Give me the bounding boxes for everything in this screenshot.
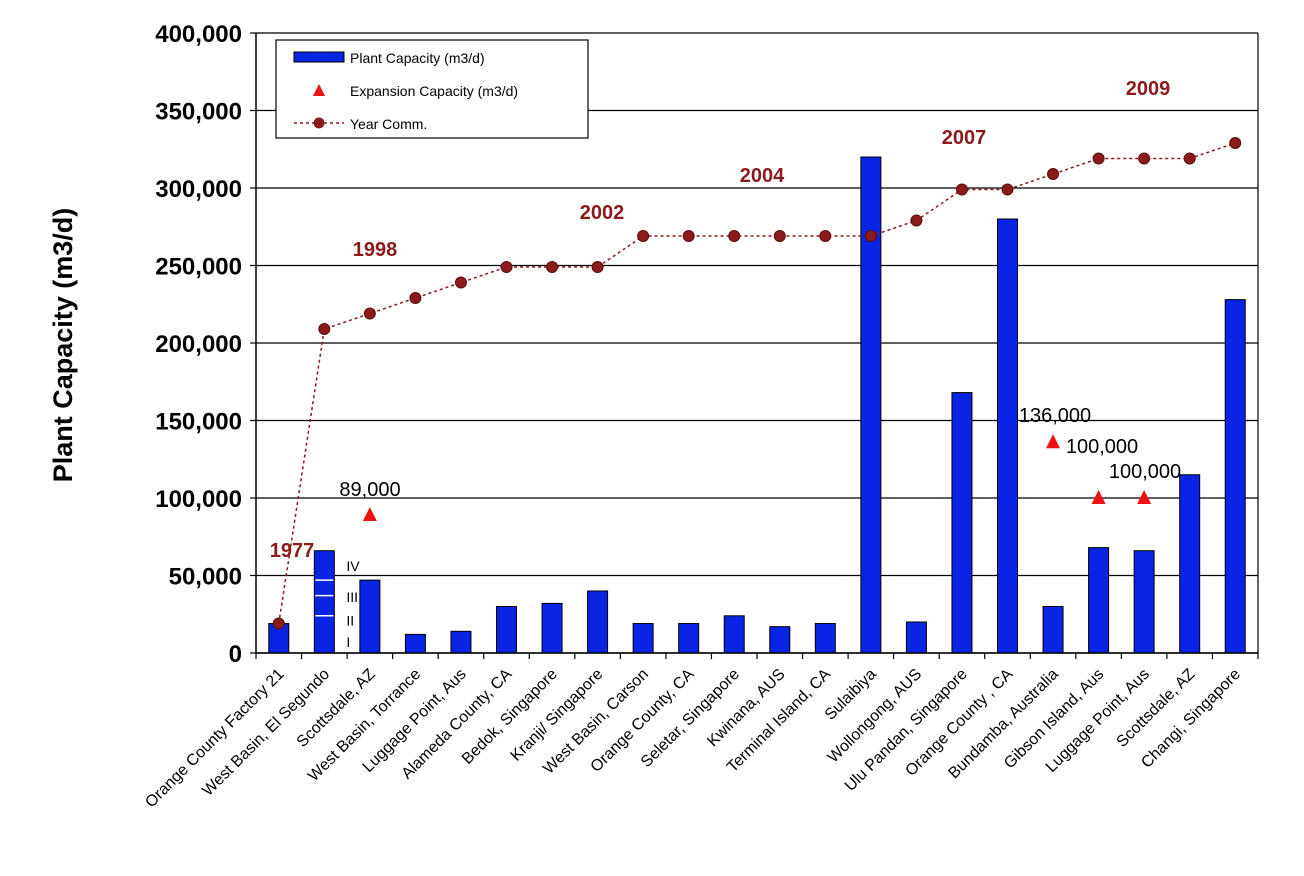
expansion-marker (1091, 490, 1106, 504)
bar (632, 623, 654, 654)
year-point (1138, 152, 1151, 165)
year-annotation: 2004 (740, 165, 785, 187)
y-axis-label: Plant Capacity (m3/d) (48, 208, 78, 483)
year-point (682, 230, 695, 243)
year-annotation: 1977 (270, 540, 315, 562)
year-annotation: 1998 (353, 239, 398, 261)
bar (1179, 474, 1201, 654)
year-point (1001, 183, 1014, 196)
bar (1042, 606, 1064, 654)
bar (404, 633, 426, 654)
bar (1224, 299, 1246, 654)
y-tick-label: 400,000 (155, 21, 242, 48)
y-tick-label: 250,000 (155, 254, 242, 281)
year-point (1229, 137, 1242, 150)
bar (1088, 547, 1110, 654)
year-point (272, 617, 285, 630)
bar (313, 550, 335, 654)
year-point (773, 230, 786, 243)
bar (814, 623, 836, 654)
year-line (278, 142, 1236, 624)
year-line-series (272, 137, 1242, 630)
year-point (955, 183, 968, 196)
year-point (1183, 152, 1196, 165)
legend-label: Plant Capacity (m3/d) (350, 50, 485, 66)
year-point (910, 214, 923, 227)
year-point (500, 261, 513, 274)
bar (905, 621, 927, 654)
legend-label: Expansion Capacity (m3/d) (350, 83, 518, 99)
expansion-marker (1046, 434, 1061, 449)
year-point (637, 230, 650, 243)
bar (1133, 550, 1155, 654)
bar (359, 579, 381, 654)
legend-swatch-dot (313, 117, 325, 129)
year-point (728, 230, 741, 243)
year-point (591, 261, 604, 274)
y-tick-label: 200,000 (155, 331, 242, 358)
legend-swatch-triangle (313, 84, 325, 96)
bar-series (268, 156, 1246, 654)
year-point (454, 276, 467, 289)
year-point (1092, 152, 1105, 165)
x-tick-label: Scottsdale, AZ (1114, 666, 1199, 751)
year-point (363, 307, 376, 320)
bar (587, 590, 609, 654)
bar (951, 392, 973, 654)
year-point (546, 261, 559, 274)
year-annotation: 2007 (942, 127, 987, 149)
bar (678, 623, 700, 654)
year-point (864, 230, 877, 243)
grid-lines (256, 32, 1258, 654)
expansion-label: 100,000 (1066, 436, 1138, 458)
legend-swatch-bar (293, 51, 345, 63)
legend-label: Year Comm. (350, 116, 427, 132)
stage-label: I (346, 634, 350, 650)
annotations: 89,000 136,000 100,000 100,000 1977 1998 2002 2… (270, 78, 1181, 562)
expansion-marker (362, 507, 377, 522)
expansion-label: 100,000 (1109, 461, 1181, 483)
year-annotation: 2002 (580, 202, 625, 224)
year-point (1047, 168, 1060, 181)
expansion-series (362, 434, 1152, 522)
bar (997, 218, 1018, 654)
y-tick-label: 0 (229, 641, 242, 668)
bar (496, 606, 517, 654)
expansion-label: 89,000 (339, 479, 400, 501)
year-point (409, 292, 422, 305)
bar (723, 615, 745, 654)
x-tick-label: Scottsdale, AZ (294, 666, 379, 751)
bar (450, 630, 472, 654)
y-tick-label: 300,000 (155, 176, 242, 203)
bar (769, 626, 791, 654)
stage-label: IV (346, 558, 360, 574)
y-tick-label: 350,000 (155, 99, 242, 126)
y-tick-label: 50,000 (169, 564, 242, 591)
expansion-marker (1137, 490, 1152, 504)
year-point (819, 230, 832, 243)
x-tick-label: Kwinana, AUS (704, 666, 788, 750)
y-tick-label: 150,000 (155, 409, 242, 436)
legend: Plant Capacity (m3/d) Expansion Capacity … (275, 39, 589, 139)
year-annotation: 2009 (1126, 78, 1171, 100)
expansion-label: 136,000 (1019, 405, 1091, 427)
bar (541, 602, 563, 654)
stage-label: II (346, 612, 354, 628)
y-tick-label: 100,000 (155, 486, 242, 513)
year-point (318, 323, 331, 336)
stage-label: III (346, 589, 358, 605)
